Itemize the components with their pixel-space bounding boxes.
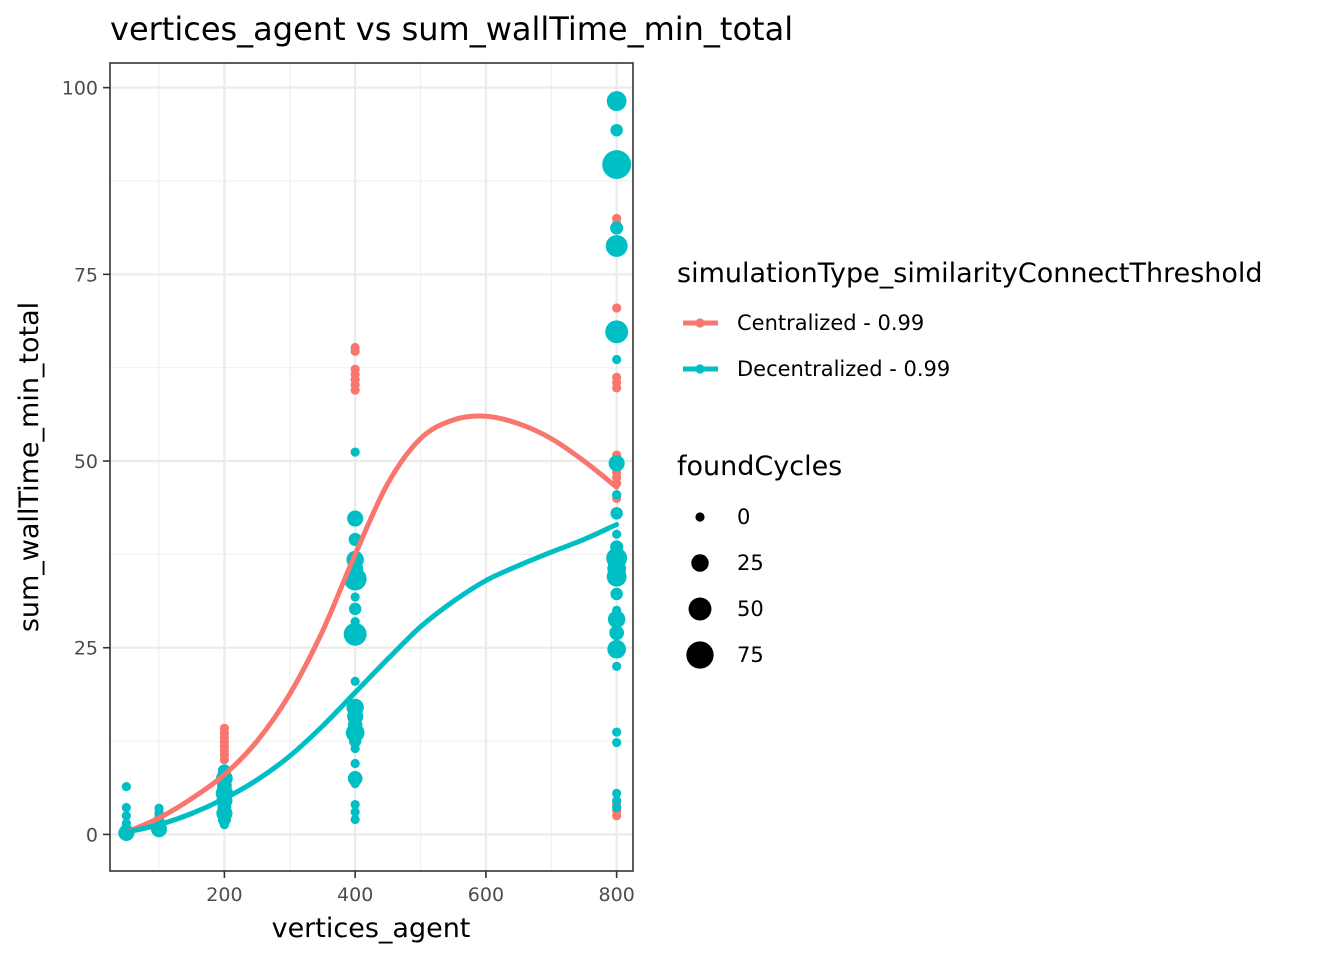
y-axis-title: sum_wallTime_min_total [14,302,45,632]
data-point [612,529,622,539]
data-point [121,818,131,828]
data-point [350,799,360,810]
data-point [606,91,627,111]
data-point [612,354,622,365]
data-point [350,758,360,769]
data-point [347,510,364,527]
y-tick-label: 100 [62,78,98,100]
x-axis-title: vertices_agent [272,913,471,944]
legend: simulationType_similarityConnectThreshol… [677,258,1263,669]
size-legend-label: 75 [737,643,764,667]
data-point [607,639,626,659]
data-point [612,661,622,671]
data-point [612,737,622,748]
color-legend-label: Decentralized - 0.99 [737,357,950,381]
data-point [350,447,360,457]
grid [110,63,633,871]
size-legend-label: 50 [737,597,764,621]
data-point [350,807,360,817]
size-legend-label: 0 [737,505,750,529]
y-tick-label: 50 [74,451,98,473]
data-point [217,778,232,794]
data-point [608,455,625,472]
data-point [612,372,622,382]
data-point [350,592,360,602]
data-point [121,811,131,821]
data-points [118,91,632,841]
data-point [348,602,362,616]
data-point [610,221,624,235]
data-point [612,303,622,313]
color-legend-title: simulationType_similarityConnectThreshol… [677,258,1263,289]
x-tick-label: 600 [468,884,504,906]
axes: 0 25 50 75 100 200 400 600 800 [62,78,635,906]
data-point [350,814,360,825]
x-tick-label: 200 [206,884,242,906]
data-point [612,213,622,223]
data-point [350,616,360,627]
y-tick-label: 0 [86,824,98,846]
size-legend-label: 25 [737,551,764,575]
size-legend-title: foundCycles [677,451,842,482]
x-tick-label: 800 [599,884,635,906]
y-tick-label: 25 [74,638,98,660]
data-point [350,364,360,374]
data-point [607,559,626,578]
smooth-line [123,522,620,835]
data-point [154,803,164,813]
chart-title: vertices_agent vs sum_wallTime_min_total [110,10,793,48]
data-point [605,234,628,257]
data-point [605,320,629,344]
data-point [607,610,626,629]
data-point [612,802,622,813]
data-point [217,800,232,815]
data-point [612,796,622,806]
size-legend-key [686,641,714,669]
data-point [121,782,131,792]
size-legend-key [688,597,712,621]
size-legend-key [695,512,705,522]
panel-border [109,62,634,872]
data-point [612,727,622,737]
x-tick-label: 400 [337,884,373,906]
size-legend-key [691,554,709,572]
data-point [609,625,625,641]
y-tick-label: 75 [74,264,98,286]
data-point [610,123,623,137]
data-point [350,779,360,789]
data-point [121,802,131,813]
data-point [350,342,360,353]
smooth-lines [123,413,620,835]
data-point [343,622,367,646]
data-point [347,718,363,733]
data-point [348,734,362,748]
data-point [219,820,230,830]
data-point [610,587,623,601]
data-point [610,540,624,554]
data-point [219,723,230,733]
data-point [612,788,622,798]
data-point [350,676,360,686]
data-point [610,507,623,520]
color-legend-label: Centralized - 0.99 [737,311,924,335]
legend-point-key [695,364,705,374]
data-point [612,490,622,500]
data-point [612,605,622,615]
data-point [602,150,632,179]
smooth-line [123,413,620,835]
legend-point-key [695,318,705,328]
data-point [350,743,360,754]
